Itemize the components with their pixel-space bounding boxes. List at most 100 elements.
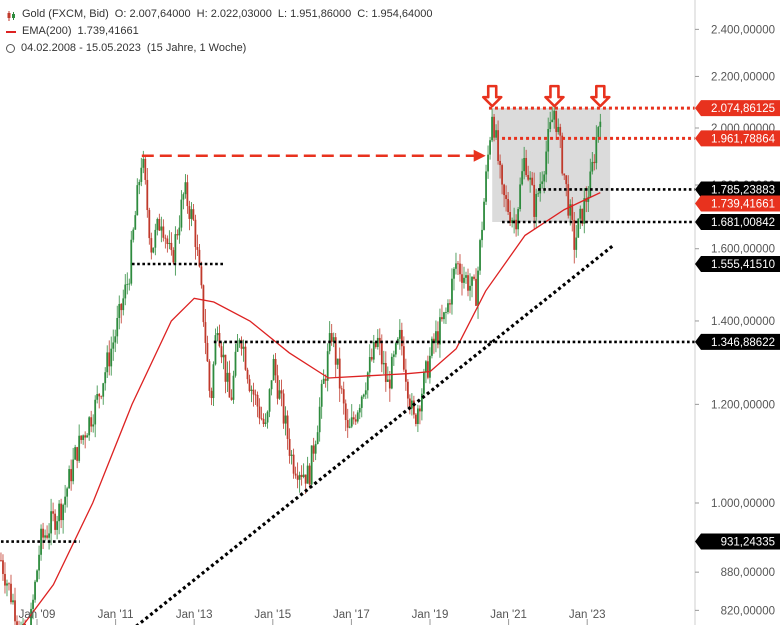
candle-body xyxy=(449,303,451,305)
candle-body xyxy=(521,171,524,185)
candle-body xyxy=(70,469,73,482)
candle-body xyxy=(114,336,117,343)
candle-body xyxy=(493,116,495,138)
candle-body xyxy=(186,182,189,207)
candle-body xyxy=(485,171,487,202)
candle-body xyxy=(441,317,443,320)
price-box-text: 1.739,41661 xyxy=(711,199,775,211)
candle-body xyxy=(60,503,63,521)
ohlc-low: L: 1.951,86000 xyxy=(277,8,352,20)
candle-body xyxy=(208,361,211,391)
price-box-bg xyxy=(695,100,780,117)
down-arrow-icon xyxy=(589,84,611,108)
candle-body xyxy=(12,600,14,603)
candle-body xyxy=(6,583,8,586)
candle-body xyxy=(334,337,337,365)
price-label-box: 2.074,86125 xyxy=(695,100,780,117)
candle-body xyxy=(451,278,453,305)
candle-body xyxy=(170,242,173,251)
candle-body xyxy=(36,570,38,582)
candle-body xyxy=(515,219,518,230)
candle-body xyxy=(220,346,223,358)
candle-body xyxy=(86,435,89,438)
candle-body xyxy=(218,332,221,347)
candle-body xyxy=(380,343,383,365)
candle-body xyxy=(431,338,433,356)
candle-body xyxy=(414,414,417,424)
candle-body xyxy=(32,599,34,609)
candle-body xyxy=(499,160,501,166)
price-box-bg xyxy=(695,533,780,550)
candle-body xyxy=(50,511,52,534)
candle-body xyxy=(388,379,391,389)
candle-body xyxy=(579,208,582,219)
candle-body xyxy=(338,358,341,389)
candle-body xyxy=(429,355,431,378)
candle-body xyxy=(276,375,279,399)
candle-body xyxy=(467,275,469,291)
candle-body xyxy=(290,454,293,456)
candle-body xyxy=(236,343,239,352)
price-boxes: 2.074,86125 1.961,78864 1.785,23883 1.739,4… xyxy=(695,100,780,550)
candle-body xyxy=(294,473,297,476)
candle-body xyxy=(156,218,159,230)
candle-body xyxy=(348,426,351,428)
candle-body xyxy=(212,364,215,399)
price-box-text: 1.961,78864 xyxy=(711,133,776,145)
price-box-text: 1.681,00842 xyxy=(711,217,775,229)
candle-body xyxy=(260,418,263,420)
candle-body xyxy=(344,403,347,421)
candle-body xyxy=(404,369,407,382)
candle-body xyxy=(565,175,568,185)
candle-body xyxy=(463,277,465,283)
candle-body xyxy=(332,337,335,342)
candle-body xyxy=(527,175,530,180)
candle-body xyxy=(256,394,259,407)
annotations xyxy=(141,84,611,162)
candle-body xyxy=(226,372,229,382)
candle-body xyxy=(148,210,151,239)
candle-body xyxy=(4,573,6,586)
candle-body xyxy=(66,488,69,497)
candle-body xyxy=(136,185,139,216)
candle-body xyxy=(42,528,44,538)
candle-body xyxy=(174,234,177,263)
candle-body xyxy=(459,263,461,275)
candle-body xyxy=(489,140,491,155)
price-box-bg xyxy=(695,256,780,273)
ohlc-high: H: 2.022,03000 xyxy=(196,8,272,20)
candle-body xyxy=(386,379,389,382)
ema-name: EMA(200) xyxy=(22,25,72,37)
candle-body xyxy=(122,298,125,311)
candle-body xyxy=(360,396,363,408)
candle-body xyxy=(382,362,385,365)
candle-body xyxy=(300,474,303,477)
candle-body xyxy=(250,389,253,391)
candle-body xyxy=(248,379,251,391)
x-tick-label: Jan '09 xyxy=(19,609,56,621)
candle-body xyxy=(152,247,155,253)
candle-body xyxy=(316,432,319,445)
candle-body xyxy=(160,226,163,231)
candle-body xyxy=(505,195,507,200)
candle-body xyxy=(44,535,46,538)
candle-body xyxy=(232,375,235,400)
candle-body xyxy=(252,389,255,395)
candle-body xyxy=(354,419,357,422)
candle-body xyxy=(56,521,58,530)
candle-body xyxy=(356,412,359,422)
candle-body xyxy=(124,284,127,299)
candle-body xyxy=(14,600,16,622)
candle-body xyxy=(182,194,185,200)
price-box-text: 931,24335 xyxy=(721,537,775,549)
candle-body xyxy=(551,119,554,123)
candle-body xyxy=(342,389,345,404)
candle-body xyxy=(172,250,175,263)
instrument-name: Gold (FXCM, Bid) xyxy=(22,8,109,20)
candle-body xyxy=(168,242,171,245)
candle-body xyxy=(92,424,95,427)
candle-body xyxy=(350,417,353,427)
candle-body xyxy=(376,337,379,347)
candle-body xyxy=(230,397,233,400)
